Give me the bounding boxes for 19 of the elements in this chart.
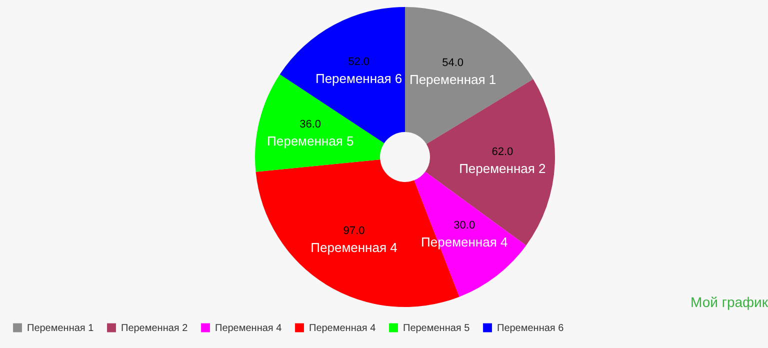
data-label: 97.0 (343, 225, 365, 238)
donut-slice (405, 7, 534, 144)
legend-label: Переменная 4 (309, 322, 376, 334)
data-label: 62.0 (492, 146, 514, 158)
data-label: 52.0 (348, 56, 370, 68)
slice-label: Переменная 1 (409, 72, 496, 88)
legend-label: Переменная 6 (497, 322, 564, 334)
data-label: 30.0 (454, 219, 476, 232)
data-label: 36.0 (300, 118, 322, 131)
legend-label: Переменная 1 (27, 322, 94, 334)
legend-label: Переменная 5 (403, 322, 470, 334)
slice-label: Переменная 4 (310, 240, 398, 256)
text: Мой график (690, 294, 768, 310)
slice-label: Переменная 2 (459, 161, 546, 176)
slice-label: Переменная 5 (267, 134, 354, 149)
legend-label: Переменная 2 (121, 322, 188, 334)
data-label: 54.0 (442, 57, 464, 70)
slice-label: Переменная 6 (315, 71, 402, 86)
legend-label: Переменная 4 (215, 322, 282, 334)
